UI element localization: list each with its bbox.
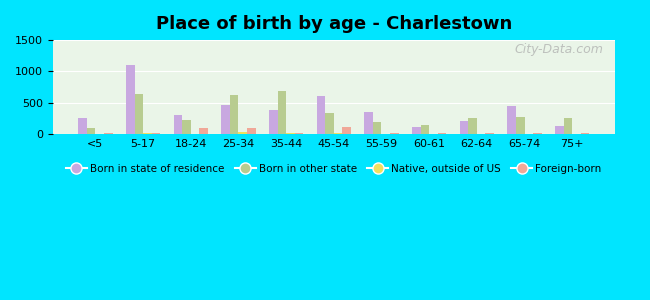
Bar xyxy=(365,112,373,134)
Bar xyxy=(174,115,182,134)
Bar xyxy=(421,125,429,134)
Bar xyxy=(278,91,286,134)
Bar xyxy=(581,133,590,134)
Bar xyxy=(555,126,564,134)
Bar xyxy=(390,133,398,134)
Bar xyxy=(343,127,351,134)
Bar xyxy=(221,105,230,134)
Bar xyxy=(294,133,304,134)
Bar xyxy=(135,94,143,134)
Bar xyxy=(182,120,191,134)
Bar xyxy=(437,133,447,134)
Bar xyxy=(87,128,96,134)
Text: City-Data.com: City-Data.com xyxy=(515,43,604,56)
Legend: Born in state of residence, Born in other state, Native, outside of US, Foreign-: Born in state of residence, Born in othe… xyxy=(62,159,606,178)
Bar xyxy=(151,133,161,134)
Bar xyxy=(126,65,135,134)
Bar xyxy=(325,113,334,134)
Bar xyxy=(317,96,325,134)
Bar xyxy=(412,127,421,134)
Bar xyxy=(104,133,112,134)
Bar xyxy=(239,132,247,134)
Bar xyxy=(460,121,468,134)
Bar xyxy=(486,133,494,134)
Bar xyxy=(508,106,516,134)
Bar xyxy=(373,122,382,134)
Bar xyxy=(533,133,541,134)
Bar xyxy=(269,110,278,134)
Bar xyxy=(247,128,255,134)
Bar xyxy=(516,118,525,134)
Title: Place of birth by age - Charlestown: Place of birth by age - Charlestown xyxy=(156,15,512,33)
Bar xyxy=(564,118,572,134)
Bar xyxy=(200,128,208,134)
Bar xyxy=(78,118,87,134)
Bar xyxy=(468,118,477,134)
Bar xyxy=(230,95,239,134)
